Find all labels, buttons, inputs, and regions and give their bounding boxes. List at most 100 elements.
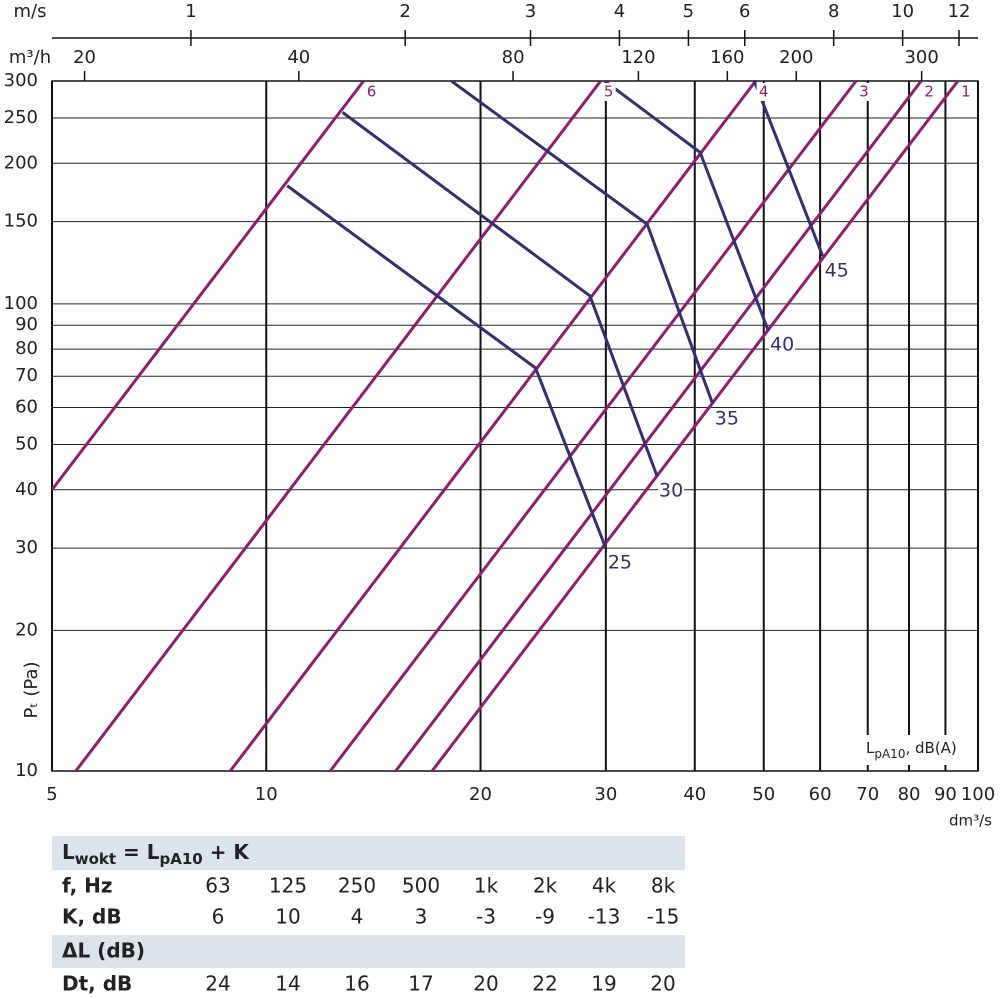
top-tick-label: 5 — [683, 1, 694, 22]
label-bg — [713, 408, 740, 431]
table-cell: -15 — [647, 905, 680, 929]
formula-part: wokt — [75, 850, 116, 868]
x-tick-label: 5 — [46, 784, 57, 805]
x-tick-label: 10 — [255, 784, 278, 805]
y-tick-label: 100 — [4, 293, 38, 314]
table-cell: 8k — [651, 874, 676, 898]
series-line — [394, 81, 923, 771]
x-tick-label: 100 — [961, 784, 995, 805]
label-bg — [922, 83, 937, 101]
label-bg — [601, 83, 616, 101]
series-label: 35 — [715, 408, 739, 430]
top-axis-unit: m/s — [14, 1, 47, 22]
x-tick-label: 30 — [594, 784, 617, 805]
label-bg — [756, 83, 771, 101]
table-cell: 3 — [415, 905, 428, 929]
top-tick-label: 200 — [779, 47, 813, 68]
top-tick-label: 80 — [502, 47, 525, 68]
row-header: f, Hz — [62, 874, 113, 898]
level-label: LpA10, dB(A) — [866, 739, 957, 761]
row-header: Dt, dB — [62, 972, 132, 996]
series-label: 2 — [924, 83, 934, 101]
label-bg — [606, 552, 633, 575]
table-cell: 17 — [408, 972, 433, 996]
top-tick-label: 20 — [73, 47, 96, 68]
top-tick-label: 6 — [739, 1, 750, 22]
y-axis-label: Pₜ (Pa) — [21, 661, 42, 718]
table-cell: -3 — [476, 905, 496, 929]
y-tick-label: 60 — [15, 397, 38, 418]
y-tick-label: 250 — [4, 107, 38, 128]
x-tick-label: 20 — [469, 784, 492, 805]
x-tick-label: 40 — [683, 784, 706, 805]
top-tick-label: 2 — [399, 1, 410, 22]
series-label: 40 — [770, 334, 794, 356]
plot-frame — [51, 80, 979, 772]
level-label-part: L — [866, 739, 875, 757]
plot-area — [52, 81, 960, 771]
label-bg — [958, 83, 973, 101]
table-cell: 125 — [269, 874, 307, 898]
y-tick-label: 30 — [15, 537, 38, 558]
row-header: K, dB — [62, 905, 122, 929]
series-label: 25 — [608, 552, 632, 574]
table-cell: 2k — [533, 874, 558, 898]
table-cell: 20 — [650, 972, 675, 996]
series-label: 5 — [604, 83, 614, 101]
y-tick-label: 70 — [15, 365, 38, 386]
y-tick-label: 90 — [15, 314, 38, 335]
y-tick-label: 150 — [4, 211, 38, 232]
top-tick-label: 3 — [525, 1, 536, 22]
top-tick-label: 10 — [891, 1, 914, 22]
series-label: 1 — [961, 83, 971, 101]
y-tick-label: 80 — [15, 338, 38, 359]
top-tick-label: 120 — [621, 47, 655, 68]
formula-part: pA10 — [160, 850, 203, 868]
series-line — [450, 81, 715, 405]
table-cell: 1k — [474, 874, 499, 898]
series-line — [74, 81, 602, 771]
label-bg — [862, 735, 966, 765]
table-cell: -13 — [588, 905, 621, 929]
formula-part: = L — [116, 840, 160, 864]
label-bg — [658, 480, 685, 503]
series-line — [329, 81, 858, 771]
table-cell: 4k — [592, 874, 617, 898]
x-tick-label: 80 — [898, 784, 921, 805]
top-tick-label: 160 — [710, 47, 744, 68]
label-bg — [857, 83, 872, 101]
table-cell: 6 — [212, 905, 225, 929]
y-tick-label: 40 — [15, 479, 38, 500]
table-cell: 19 — [591, 972, 616, 996]
top-tick-label: 12 — [948, 1, 971, 22]
table-cell: 20 — [473, 972, 498, 996]
series-line — [52, 81, 365, 491]
top-tick-label: 1 — [185, 1, 196, 22]
series-line — [752, 81, 825, 257]
y-tick-label: 10 — [15, 760, 38, 781]
label-bg — [823, 260, 850, 283]
formula-part: L — [62, 840, 75, 864]
label-bg — [769, 334, 796, 357]
x-tick-label: 50 — [752, 784, 775, 805]
table-cell: 250 — [338, 874, 376, 898]
x-tick-label: 70 — [856, 784, 879, 805]
top-axis-unit: m³/h — [9, 47, 51, 68]
series-line — [286, 184, 608, 549]
x-tick-label: 90 — [934, 784, 957, 805]
top-tick-label: 300 — [904, 47, 938, 68]
y-tick-label: 20 — [15, 619, 38, 640]
series-label: 30 — [659, 480, 683, 502]
series-label: 3 — [859, 83, 869, 101]
label-bg — [364, 83, 379, 101]
series-line — [229, 81, 757, 771]
table-section: ΔL (dB) — [62, 939, 145, 963]
x-axis-label: dm³/s — [949, 812, 992, 830]
top-tick-label: 8 — [828, 1, 839, 22]
series-label: 45 — [825, 260, 849, 282]
table-cell: 24 — [205, 972, 230, 996]
level-label-part: pA10 — [874, 747, 905, 761]
series-line — [341, 111, 659, 477]
table-band — [52, 935, 685, 968]
